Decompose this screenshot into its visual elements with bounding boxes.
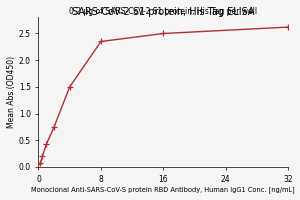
Y-axis label: Mean Abs.(OD450): Mean Abs.(OD450) <box>7 56 16 128</box>
Point <box>36 163 41 166</box>
Point <box>98 40 103 43</box>
Point <box>67 85 72 88</box>
Text: 0.2 μg of SARS-CoV-2 S1 protein, His Tag per well: 0.2 μg of SARS-CoV-2 S1 protein, His Tag… <box>69 7 257 16</box>
Point <box>286 25 291 29</box>
Point <box>161 32 166 35</box>
Point <box>52 125 56 128</box>
Point <box>40 155 45 158</box>
Point <box>38 162 43 165</box>
Point <box>44 143 49 146</box>
X-axis label: Monoclonal Anti-SARS-CoV-S protein RBD Antibody, Human IgG1 Conc. [ng/mL]: Monoclonal Anti-SARS-CoV-S protein RBD A… <box>32 186 295 193</box>
Title: SARS-CoV-2 S1 protein, His Tag ELISA: SARS-CoV-2 S1 protein, His Tag ELISA <box>72 7 255 17</box>
